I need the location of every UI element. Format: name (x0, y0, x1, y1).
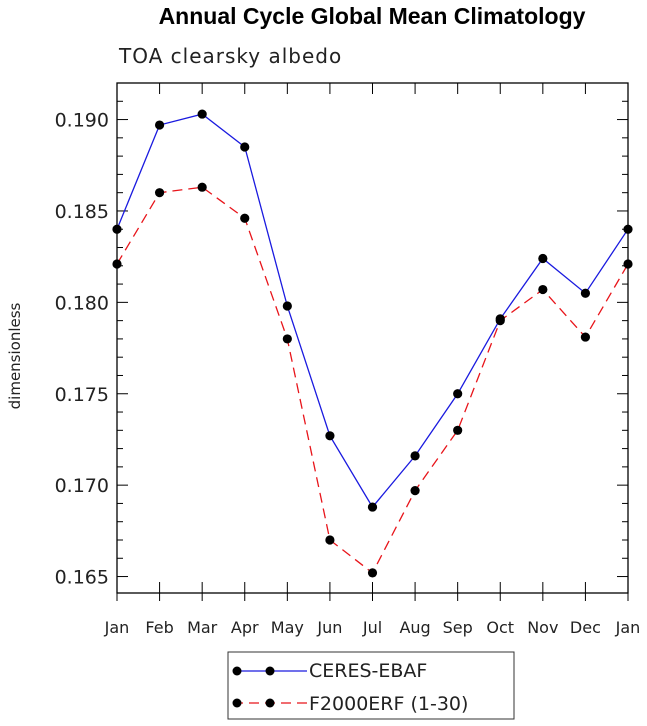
x-tick-label: Aug (399, 618, 430, 637)
x-tick-label: Mar (187, 618, 218, 637)
data-point-series-1 (580, 332, 591, 342)
x-tick-label: Jul (362, 618, 382, 637)
legend-marker-ceres-right (265, 666, 275, 676)
chart-subtitle: TOA clearsky albedo (118, 44, 342, 68)
x-tick-label: Apr (231, 618, 259, 637)
data-point-series-1 (410, 486, 420, 496)
y-tick-label: 0.165 (55, 567, 109, 589)
data-point-series-1 (197, 182, 207, 192)
y-tick-label: 0.175 (55, 384, 109, 406)
series-line-0 (116, 113, 629, 509)
x-axis-ticks: Jan Feb Mar Apr May Jun Jul Aug Sep Oct Nov Dec Jan (104, 83, 641, 637)
legend-marker-f2000erf-left (232, 698, 242, 708)
y-axis-ticks: 0.165 0.170 0.175 0.180 0.185 0.190 (55, 82, 628, 589)
data-point-series-0 (538, 253, 548, 264)
legend-box (227, 651, 515, 720)
data-point-series-0 (367, 502, 378, 512)
data-point-series-0 (154, 120, 165, 130)
data-point-series-0 (410, 451, 420, 461)
data-point-series-0 (623, 224, 633, 234)
y-tick-label: 0.170 (55, 475, 109, 497)
series-line-1 (116, 186, 629, 574)
data-point-series-0 (240, 142, 250, 152)
y-tick-label: 0.190 (55, 110, 109, 132)
y-tick-label: 0.185 (55, 201, 109, 223)
x-tick-label: Jun (316, 618, 342, 637)
data-point-series-0 (580, 288, 591, 298)
data-point-series-1 (325, 535, 335, 545)
x-tick-label: Jan (615, 618, 641, 637)
data-point-series-1 (538, 284, 548, 295)
y-axis-label: dimensionless (6, 302, 24, 409)
legend: CERES-EBAF F2000ERF (1-30) (227, 651, 515, 720)
legend-label-f2000erf: F2000ERF (1-30) (309, 693, 468, 715)
data-point-series-1 (495, 316, 505, 326)
data-point-series-0 (282, 301, 292, 311)
data-point-series-1 (367, 568, 378, 578)
x-tick-label: Oct (486, 618, 514, 637)
x-tick-label: Dec (570, 618, 601, 637)
x-tick-label: May (271, 618, 304, 637)
legend-marker-ceres-left (232, 666, 242, 676)
data-point-series-1 (453, 425, 463, 435)
series-lines (112, 109, 633, 578)
data-point-series-1 (240, 213, 250, 223)
data-point-series-0 (325, 431, 335, 441)
x-tick-label: Feb (145, 618, 173, 637)
legend-label-ceres: CERES-EBAF (309, 660, 427, 682)
data-point-series-1 (282, 334, 292, 344)
data-point-series-1 (623, 259, 633, 269)
data-point-series-1 (154, 188, 165, 198)
data-point-series-1 (112, 259, 122, 269)
y-tick-label: 0.180 (55, 292, 109, 314)
data-point-series-0 (453, 389, 463, 399)
legend-marker-f2000erf-right (265, 698, 275, 708)
plot-frame (116, 82, 629, 594)
x-tick-label: Jan (104, 618, 130, 637)
data-point-series-0 (197, 109, 207, 119)
chart-title: Annual Cycle Global Mean Climatology (159, 3, 586, 29)
data-point-series-0 (112, 224, 122, 234)
x-tick-label: Nov (527, 618, 558, 637)
x-tick-label: Sep (443, 618, 473, 637)
